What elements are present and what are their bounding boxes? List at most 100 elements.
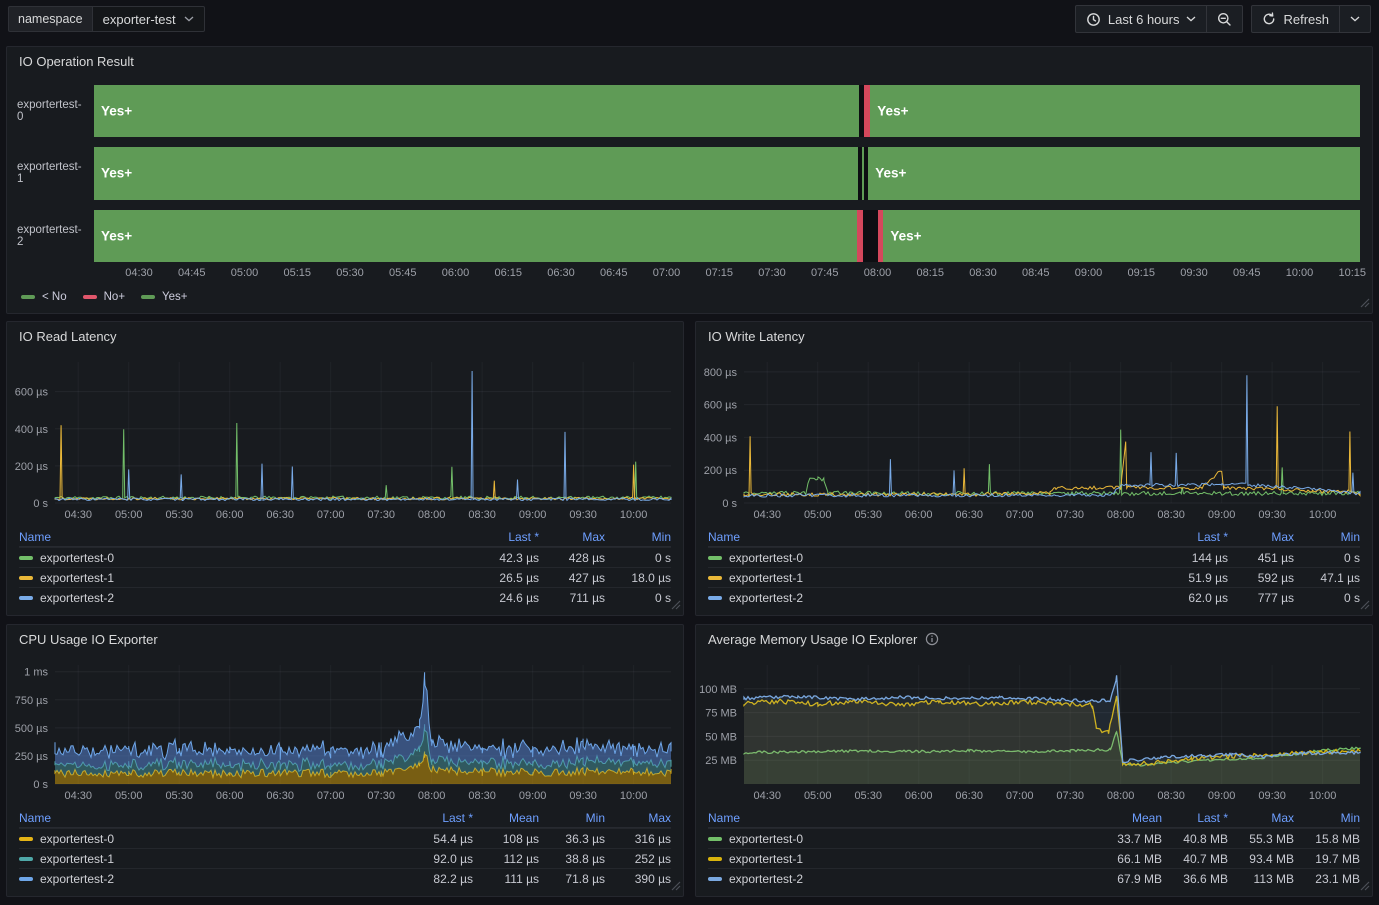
svg-text:05:00: 05:00 — [115, 509, 143, 521]
panel-resize-handle[interactable] — [671, 879, 681, 894]
legend-row: exportertest-126.5 µs427 µs18.0 µs — [19, 567, 671, 587]
legend-header-col[interactable]: Max — [605, 811, 671, 825]
legend-series-name[interactable]: exportertest-1 — [19, 571, 473, 585]
svg-text:09:00: 09:00 — [519, 509, 547, 521]
svg-text:06:00: 06:00 — [216, 790, 244, 802]
legend-value: 428 µs — [539, 551, 605, 565]
legend-header-col[interactable]: Max — [1228, 811, 1294, 825]
io-write-latency-chart[interactable]: 04:3005:0005:3006:0006:3007:0007:3008:00… — [698, 352, 1368, 525]
panel-title[interactable]: CPU Usage IO Exporter — [7, 625, 683, 653]
svg-text:05:30: 05:30 — [854, 509, 882, 521]
zoom-out-button[interactable] — [1207, 5, 1243, 33]
series-swatch — [19, 576, 33, 580]
legend-value: 71.8 µs — [539, 872, 605, 886]
panel-resize-handle[interactable] — [1360, 598, 1370, 613]
timeline-segment-yes: Yes+ — [883, 210, 1360, 262]
timeline-value-label: Yes+ — [877, 104, 908, 119]
legend-header-col[interactable]: Max — [539, 530, 605, 544]
legend-series-name[interactable]: exportertest-0 — [708, 551, 1162, 565]
svg-text:100 MB: 100 MB — [699, 684, 737, 696]
timeline-x-axis: 04:3004:4505:0005:1505:3005:4506:0006:15… — [94, 265, 1360, 285]
svg-text:07:00: 07:00 — [1006, 509, 1034, 521]
legend-header-col[interactable]: Last * — [407, 811, 473, 825]
legend-series-name[interactable]: exportertest-0 — [19, 551, 473, 565]
timeline-bars[interactable]: Yes+Yes+ — [94, 210, 1360, 262]
timeline-row: exportertest-1Yes+Yes+ — [17, 147, 1360, 199]
panel-title[interactable]: IO Operation Result — [7, 47, 1372, 75]
legend-series-name[interactable]: exportertest-1 — [708, 852, 1096, 866]
svg-text:06:30: 06:30 — [266, 509, 294, 521]
refresh-interval-dropdown[interactable] — [1340, 5, 1371, 33]
series-swatch — [19, 857, 33, 861]
legend-header-col[interactable]: Last * — [473, 530, 539, 544]
panel-title[interactable]: IO Write Latency — [696, 322, 1372, 350]
legend-header-col[interactable]: Min — [605, 530, 671, 544]
legend-header-col[interactable]: Min — [1294, 811, 1360, 825]
timeline-row-label: exportertest-2 — [17, 210, 94, 262]
series-swatch — [83, 295, 97, 299]
legend-header-col[interactable]: Last * — [1162, 530, 1228, 544]
legend-value: 42.3 µs — [473, 551, 539, 565]
legend-header-name[interactable]: Name — [708, 530, 1162, 544]
info-icon[interactable] — [925, 632, 939, 646]
x-tick-label: 08:30 — [969, 267, 997, 279]
legend-header-col[interactable]: Mean — [1096, 811, 1162, 825]
legend-item-label: Yes+ — [162, 291, 187, 303]
namespace-select[interactable]: exporter-test — [92, 6, 205, 32]
svg-text:05:30: 05:30 — [165, 790, 193, 802]
svg-text:09:30: 09:30 — [1258, 509, 1286, 521]
timeline-row: exportertest-0Yes+Yes+ — [17, 85, 1360, 137]
timeline-value-label: Yes+ — [875, 166, 906, 181]
legend-value: 33.7 MB — [1096, 832, 1162, 846]
svg-text:09:00: 09:00 — [519, 790, 547, 802]
io-read-latency-chart[interactable]: 04:3005:0005:3006:0006:3007:0007:3008:00… — [9, 352, 679, 525]
panel-title-text: IO Write Latency — [708, 329, 805, 344]
time-range-picker[interactable]: Last 6 hours — [1075, 5, 1208, 33]
svg-text:10:00: 10:00 — [1309, 509, 1337, 521]
legend-header-col[interactable]: Min — [539, 811, 605, 825]
svg-text:09:00: 09:00 — [1208, 509, 1236, 521]
legend-series-name[interactable]: exportertest-2 — [19, 591, 473, 605]
legend-header-col[interactable]: Min — [1294, 530, 1360, 544]
svg-text:50 MB: 50 MB — [705, 731, 737, 743]
legend-row: exportertest-0144 µs451 µs0 s — [708, 547, 1360, 567]
panel-resize-handle[interactable] — [1360, 296, 1370, 311]
svg-text:750 µs: 750 µs — [15, 695, 49, 707]
refresh-button[interactable]: Refresh — [1251, 5, 1340, 33]
x-tick-label: 05:30 — [336, 267, 364, 279]
svg-text:07:30: 07:30 — [367, 790, 395, 802]
svg-text:07:00: 07:00 — [1006, 790, 1034, 802]
panel-resize-handle[interactable] — [1360, 879, 1370, 894]
svg-text:05:30: 05:30 — [854, 790, 882, 802]
legend-header-name[interactable]: Name — [708, 811, 1096, 825]
panel-resize-handle[interactable] — [671, 598, 681, 613]
legend-header-col[interactable]: Max — [1228, 530, 1294, 544]
legend-item[interactable]: < No — [21, 291, 67, 303]
legend-series-name[interactable]: exportertest-1 — [19, 852, 407, 866]
legend-header-name[interactable]: Name — [19, 530, 473, 544]
timeline-bars[interactable]: Yes+Yes+ — [94, 85, 1360, 137]
legend-header-col[interactable]: Mean — [473, 811, 539, 825]
panel-title[interactable]: Average Memory Usage IO Explorer — [696, 625, 1372, 653]
legend-series-name[interactable]: exportertest-0 — [708, 832, 1096, 846]
legend-header-name[interactable]: Name — [19, 811, 407, 825]
legend-header-col[interactable]: Last * — [1162, 811, 1228, 825]
timeline-value-label: Yes+ — [890, 228, 921, 243]
legend-item[interactable]: Yes+ — [141, 291, 187, 303]
legend-series-name[interactable]: exportertest-2 — [19, 872, 407, 886]
legend-series-name[interactable]: exportertest-0 — [19, 832, 407, 846]
timeline-plot[interactable]: exportertest-0Yes+Yes+ exportertest-1Yes+… — [7, 75, 1372, 262]
legend-item[interactable]: No+ — [83, 291, 125, 303]
legend-value: 113 MB — [1228, 872, 1294, 886]
legend-value: 66.1 MB — [1096, 852, 1162, 866]
panel-title[interactable]: IO Read Latency — [7, 322, 683, 350]
legend-series-name[interactable]: exportertest-2 — [708, 591, 1162, 605]
cpu-usage-chart[interactable]: 04:3005:0005:3006:0006:3007:0007:3008:00… — [9, 655, 679, 806]
legend-series-name[interactable]: exportertest-1 — [708, 571, 1162, 585]
legend-table: NameLast *MeanMinMaxexportertest-054.4 µ… — [7, 806, 683, 896]
legend-table: NameLast *MaxMin exportertest-0144 µs451 … — [696, 525, 1372, 615]
memory-usage-chart[interactable]: 04:3005:0005:3006:0006:3007:0007:3008:00… — [698, 655, 1368, 806]
legend-series-name[interactable]: exportertest-2 — [708, 872, 1096, 886]
svg-text:0 s: 0 s — [722, 498, 737, 510]
timeline-bars[interactable]: Yes+Yes+ — [94, 147, 1360, 199]
